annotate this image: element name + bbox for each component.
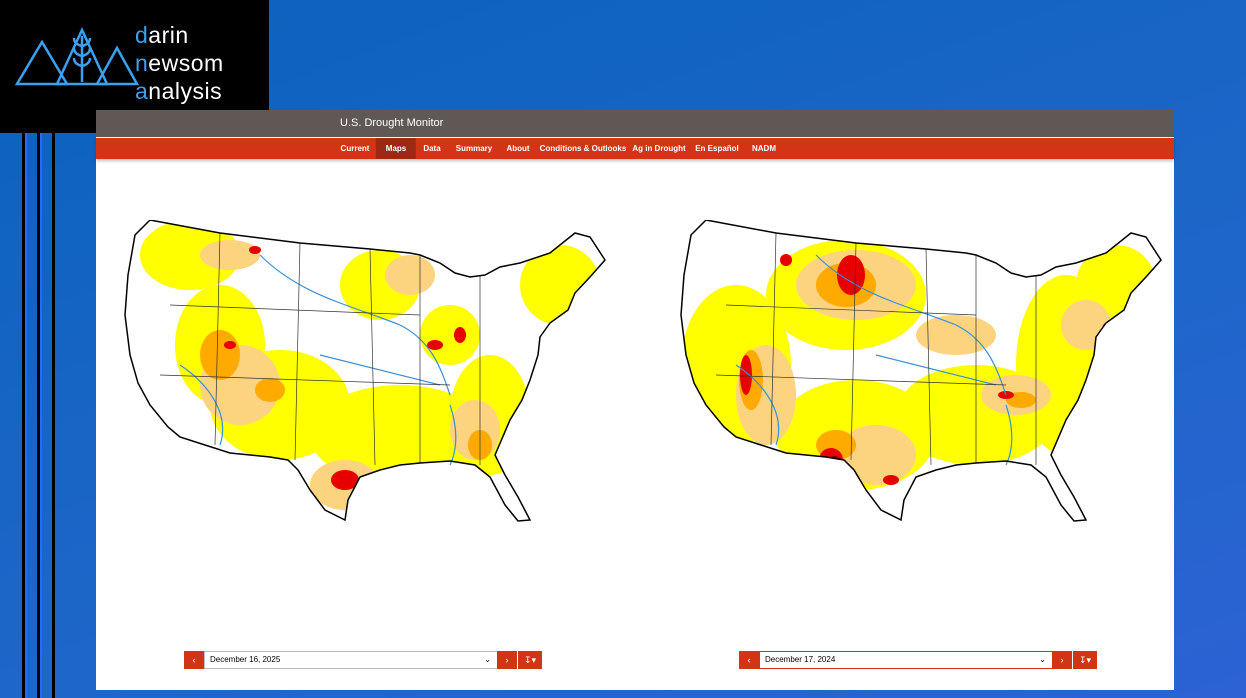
nav-item[interactable]: Summary <box>455 144 493 153</box>
download-button[interactable]: ↧▾ <box>1073 651 1097 669</box>
nav-item[interactable]: Data <box>423 144 441 153</box>
logo-text: analysis <box>135 78 223 104</box>
prev-button[interactable]: ‹ <box>739 651 759 669</box>
nav-item[interactable]: Maps <box>375 138 417 159</box>
decor-bar <box>25 133 27 698</box>
download-button[interactable]: ↧▾ <box>518 651 542 669</box>
drought-map <box>680 220 1162 522</box>
next-button[interactable]: › <box>497 651 517 669</box>
web-page: U.S. Drought Monitor Current Maps Data S… <box>96 110 1174 690</box>
site-header: U.S. Drought Monitor <box>96 110 1174 137</box>
logo-text: darin <box>135 22 189 48</box>
decor-bar <box>22 133 25 698</box>
next-button[interactable]: › <box>1052 651 1072 669</box>
date-select[interactable]: December 17, 2024 ⌄ <box>759 651 1053 669</box>
date-select[interactable]: December 16, 2025 ⌄ <box>204 651 498 669</box>
nav-item[interactable]: Ag in Drought <box>632 144 686 153</box>
nav-item[interactable]: Conditions & Outlooks <box>539 144 627 153</box>
drought-map <box>124 220 606 522</box>
nav-item[interactable]: NADM <box>752 144 776 153</box>
decor-bar <box>52 133 55 698</box>
nav-item[interactable]: En Español <box>695 144 739 153</box>
nav-bar: Current Maps Data Summary About Conditio… <box>96 138 1174 159</box>
prev-button[interactable]: ‹ <box>184 651 204 669</box>
decor-bar <box>40 133 42 698</box>
date-text: December 17, 2024 <box>765 655 836 664</box>
site-title: U.S. Drought Monitor <box>340 117 444 129</box>
decor-bar <box>37 133 40 698</box>
date-text: December 16, 2025 <box>210 655 281 664</box>
nav-item[interactable]: Current <box>340 144 370 153</box>
logo-mark <box>14 27 140 86</box>
maps <box>124 220 1162 522</box>
logo-text: newsom <box>135 50 224 76</box>
nav-item[interactable]: About <box>506 144 530 153</box>
